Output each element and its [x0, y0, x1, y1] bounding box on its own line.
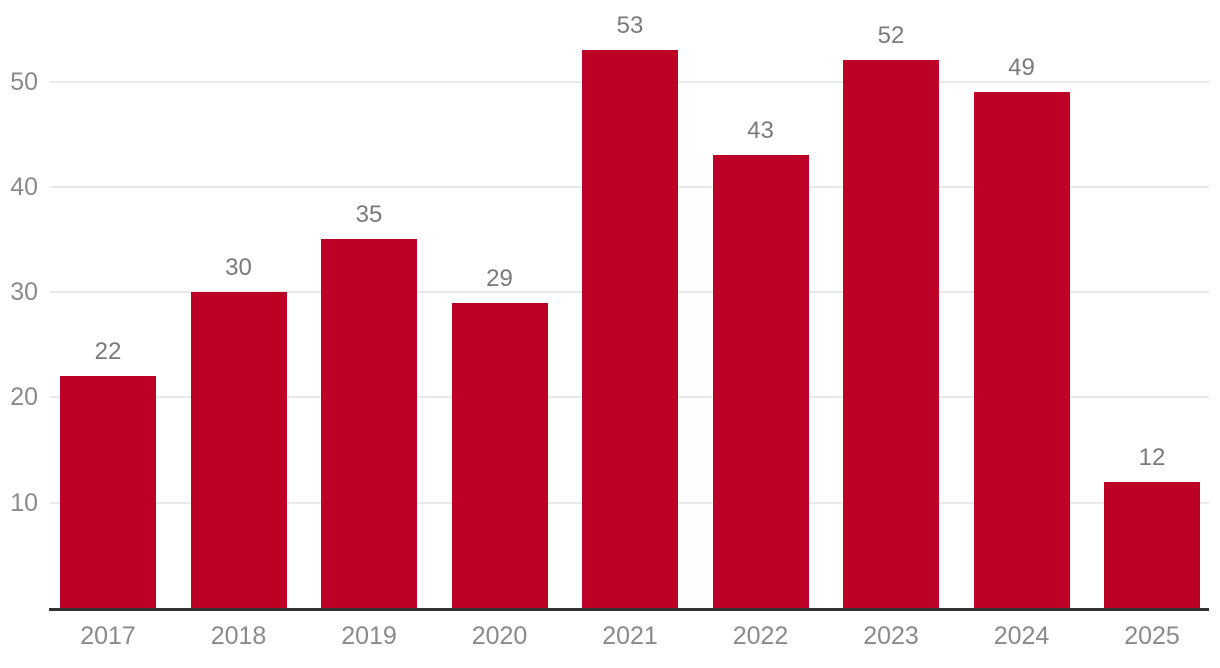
y-tick-label-50: 50: [10, 67, 38, 96]
value-label-2020: 29: [486, 264, 513, 292]
x-tick-label-2024: 2024: [993, 622, 1050, 650]
bar-2021: [582, 49, 678, 608]
value-label-2024: 49: [1008, 54, 1035, 82]
x-tick-label-2023: 2023: [863, 622, 919, 650]
bar-2024: [973, 92, 1070, 608]
x-tick-label-2020: 2020: [471, 622, 528, 650]
value-label-2019: 35: [355, 201, 383, 229]
value-label-2022: 43: [747, 117, 774, 145]
bar-2020: [451, 302, 548, 608]
bar-2018: [190, 292, 287, 608]
x-tick-label-2019: 2019: [341, 622, 397, 650]
value-label-2018: 30: [225, 254, 252, 282]
bar-2017: [60, 376, 156, 608]
bar-2022: [712, 155, 809, 608]
y-tick-label-40: 40: [10, 172, 38, 201]
x-axis-line: [49, 608, 1209, 611]
y-tick-label-10: 10: [10, 488, 38, 517]
x-tick-label-2017: 2017: [80, 622, 136, 650]
y-tick-label-20: 20: [10, 383, 38, 412]
bar-2025: [1104, 481, 1200, 608]
x-tick-label-2025: 2025: [1124, 622, 1180, 650]
x-tick-label-2018: 2018: [210, 622, 267, 650]
value-label-2023: 52: [877, 22, 905, 50]
value-label-2025: 12: [1138, 443, 1166, 471]
value-label-2021: 53: [616, 11, 644, 39]
x-tick-label-2021: 2021: [602, 622, 658, 650]
bar-2019: [321, 239, 417, 608]
bar-2023: [843, 60, 939, 608]
y-tick-label-30: 30: [10, 278, 38, 307]
x-tick-label-2022: 2022: [732, 622, 789, 650]
value-label-2017: 22: [94, 338, 122, 366]
